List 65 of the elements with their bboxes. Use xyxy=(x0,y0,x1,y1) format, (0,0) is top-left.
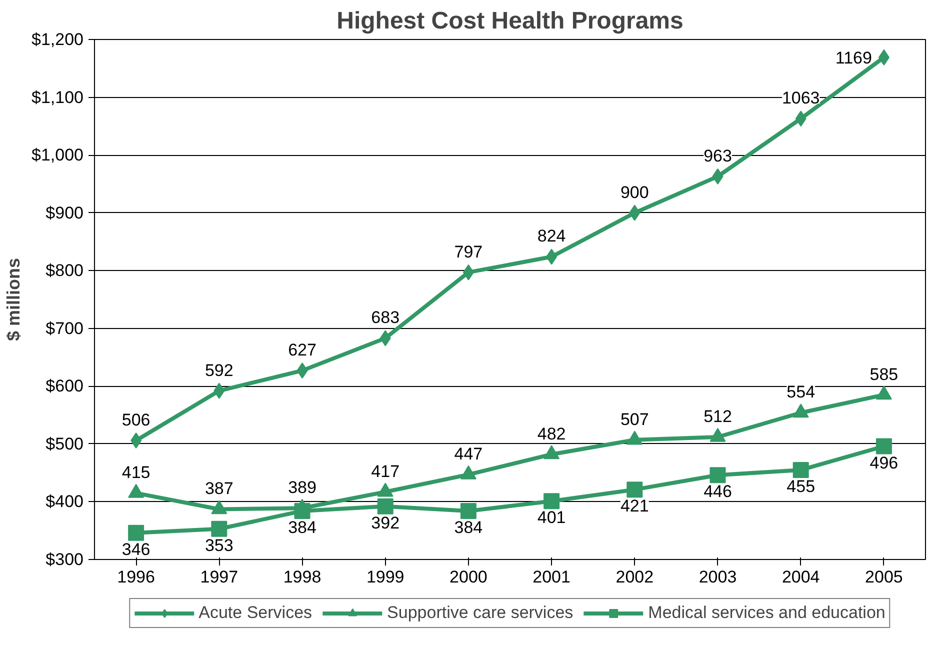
x-tick-label: 2004 xyxy=(782,568,820,586)
x-tick-label: 2003 xyxy=(698,568,737,586)
data-label: 401 xyxy=(537,508,566,528)
data-label: 585 xyxy=(870,364,898,384)
y-tick-label: $600 xyxy=(46,376,84,396)
x-tick-label: 2005 xyxy=(865,568,903,586)
data-label: 482 xyxy=(537,424,566,444)
point xyxy=(377,498,394,514)
x-tick-label: 1996 xyxy=(117,568,155,586)
data-label: 384 xyxy=(454,518,483,537)
data-label: 554 xyxy=(786,382,816,402)
legend-label: Medical services and education xyxy=(648,602,886,622)
x-tick-label: 2002 xyxy=(616,568,654,586)
data-label: 627 xyxy=(288,340,316,360)
data-label: 1063 xyxy=(782,88,820,108)
data-label: 353 xyxy=(204,536,234,555)
data-label: 963 xyxy=(704,146,732,166)
data-label: 387 xyxy=(204,479,234,498)
point xyxy=(544,493,560,510)
x-tick-label: 1999 xyxy=(366,568,404,586)
x-tick-label: 2001 xyxy=(532,568,570,586)
point xyxy=(710,467,726,484)
data-label: 507 xyxy=(620,410,649,429)
y-tick-label: $800 xyxy=(46,261,84,280)
point xyxy=(626,482,643,498)
point xyxy=(792,462,809,478)
data-label: 824 xyxy=(537,226,566,246)
data-label: 392 xyxy=(371,513,400,532)
data-label: 496 xyxy=(870,453,898,472)
data-label: 797 xyxy=(454,242,483,262)
data-label: 346 xyxy=(122,540,150,559)
data-label: 446 xyxy=(704,482,732,502)
x-tick-label: 1997 xyxy=(200,568,238,586)
data-label: 506 xyxy=(122,410,150,430)
point xyxy=(128,524,144,541)
x-tick-label: 1998 xyxy=(283,568,322,586)
data-label: 512 xyxy=(704,407,732,426)
legend-label: Supportive care services xyxy=(387,602,574,622)
data-label: 447 xyxy=(454,444,483,464)
data-label: 1169 xyxy=(835,48,872,68)
data-label: 421 xyxy=(620,496,649,516)
point xyxy=(211,520,228,537)
y-tick-label: $700 xyxy=(46,318,84,338)
data-label: 389 xyxy=(288,478,316,498)
y-tick-label: $1,100 xyxy=(32,88,84,107)
data-label: 455 xyxy=(786,476,816,496)
chart-title: Highest Cost Health Programs xyxy=(336,8,684,34)
data-label: 384 xyxy=(288,518,316,537)
y-axis-title: $ millions xyxy=(4,258,24,342)
data-label: 417 xyxy=(371,462,400,481)
y-tick-label: $1,000 xyxy=(32,146,84,165)
x-tick-label: 2000 xyxy=(450,568,488,586)
point xyxy=(460,502,476,519)
data-label: 415 xyxy=(122,463,150,482)
point xyxy=(876,438,892,454)
y-tick-label: $400 xyxy=(46,492,84,512)
y-tick-label: $300 xyxy=(46,550,84,569)
data-label: 683 xyxy=(371,308,400,328)
y-tick-label: $500 xyxy=(46,434,84,454)
y-tick-label: $900 xyxy=(46,203,84,222)
data-label: 592 xyxy=(204,360,234,380)
point xyxy=(294,502,310,519)
y-tick-label: $1,200 xyxy=(32,30,84,49)
data-label: 900 xyxy=(620,182,649,202)
legend-label: Acute Services xyxy=(198,602,312,622)
